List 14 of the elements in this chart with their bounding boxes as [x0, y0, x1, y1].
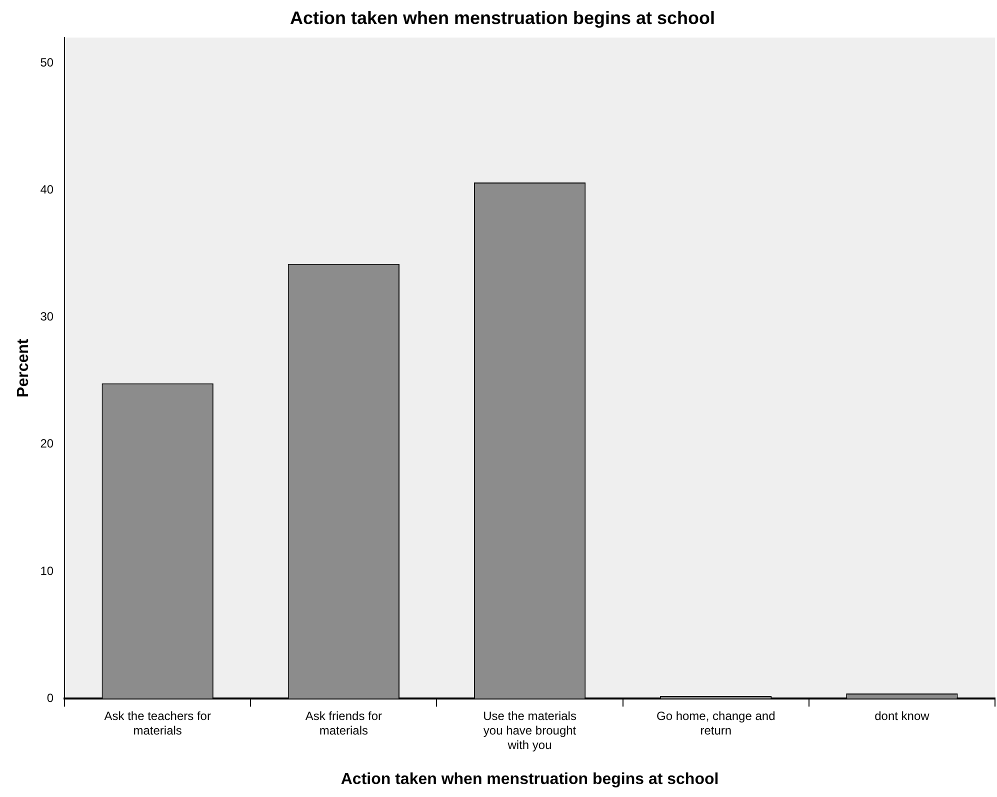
x-tick-label: Use the materials you have brought with you	[483, 709, 577, 752]
y-tick-label: 10	[40, 564, 54, 578]
x-tick-label: Ask the teachers for materials	[104, 709, 211, 738]
y-tick-label: 30	[40, 310, 54, 324]
x-tick-label: Ask friends for materials	[305, 709, 382, 738]
y-tick-label: 20	[40, 436, 54, 451]
x-tick-label: dont know	[874, 709, 930, 724]
y-tick-label: 40	[40, 182, 54, 196]
y-axis-title: Percent	[15, 338, 32, 398]
y-tick-label: 0	[46, 690, 54, 705]
y-tick-label: 50	[40, 55, 54, 70]
x-tick-label: Go home, change and return	[656, 709, 776, 738]
x-axis-title: Action taken when menstruation begins at school	[340, 770, 719, 788]
chart-title: Action taken when menstruation begins at school	[290, 8, 716, 28]
